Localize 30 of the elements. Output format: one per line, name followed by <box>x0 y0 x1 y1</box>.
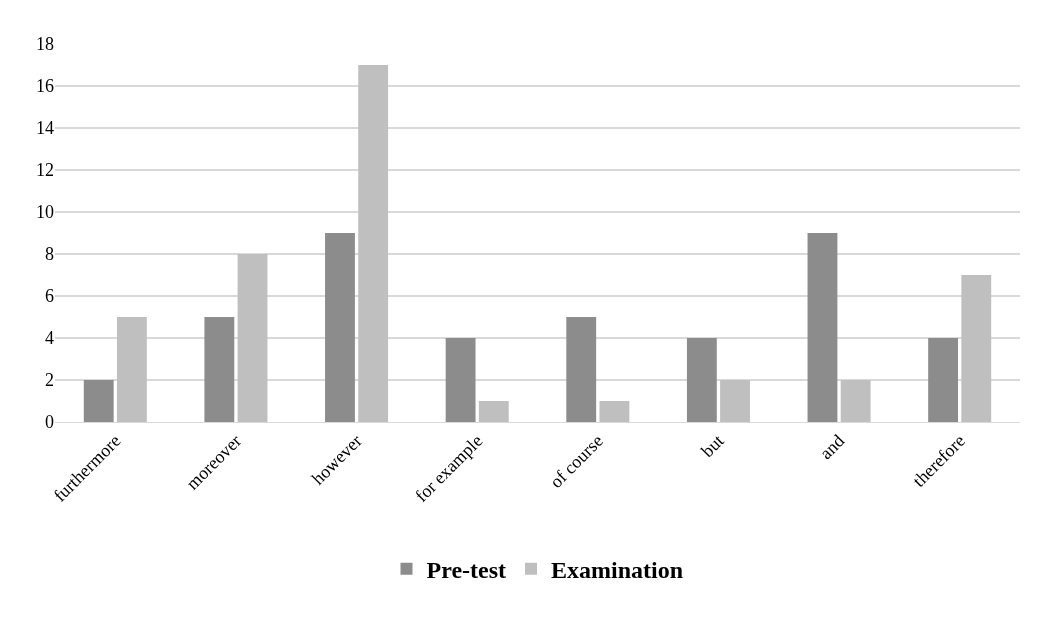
bar <box>83 380 114 422</box>
y-tick-label: 16 <box>36 76 54 97</box>
bar <box>325 233 355 422</box>
y-tick-label: 8 <box>45 244 54 265</box>
bar <box>237 254 268 422</box>
y-tick-label: 0 <box>45 412 54 433</box>
bar <box>840 380 871 422</box>
bar <box>116 317 147 422</box>
legend-label: Examination <box>551 557 684 584</box>
bar <box>720 380 750 422</box>
y-tick-label: 6 <box>45 286 54 307</box>
y-tick-label: 2 <box>45 370 54 391</box>
bar <box>358 65 389 422</box>
y-tick-label: 14 <box>36 118 54 139</box>
bar <box>961 275 992 422</box>
legend-label: Pre-test <box>426 557 507 584</box>
x-tick-label: and <box>815 430 849 464</box>
y-tick-label: 12 <box>36 160 54 181</box>
bar <box>478 401 509 422</box>
bar <box>566 317 597 422</box>
y-tick-label: 4 <box>45 328 54 349</box>
bar <box>686 338 717 422</box>
bar <box>807 233 838 422</box>
bar <box>445 338 476 422</box>
bar <box>204 317 235 422</box>
y-tick-label: 10 <box>36 202 54 223</box>
x-tick-label: but <box>697 430 728 462</box>
y-tick-label: 18 <box>36 34 54 55</box>
bar <box>599 401 630 422</box>
bar <box>928 338 959 422</box>
